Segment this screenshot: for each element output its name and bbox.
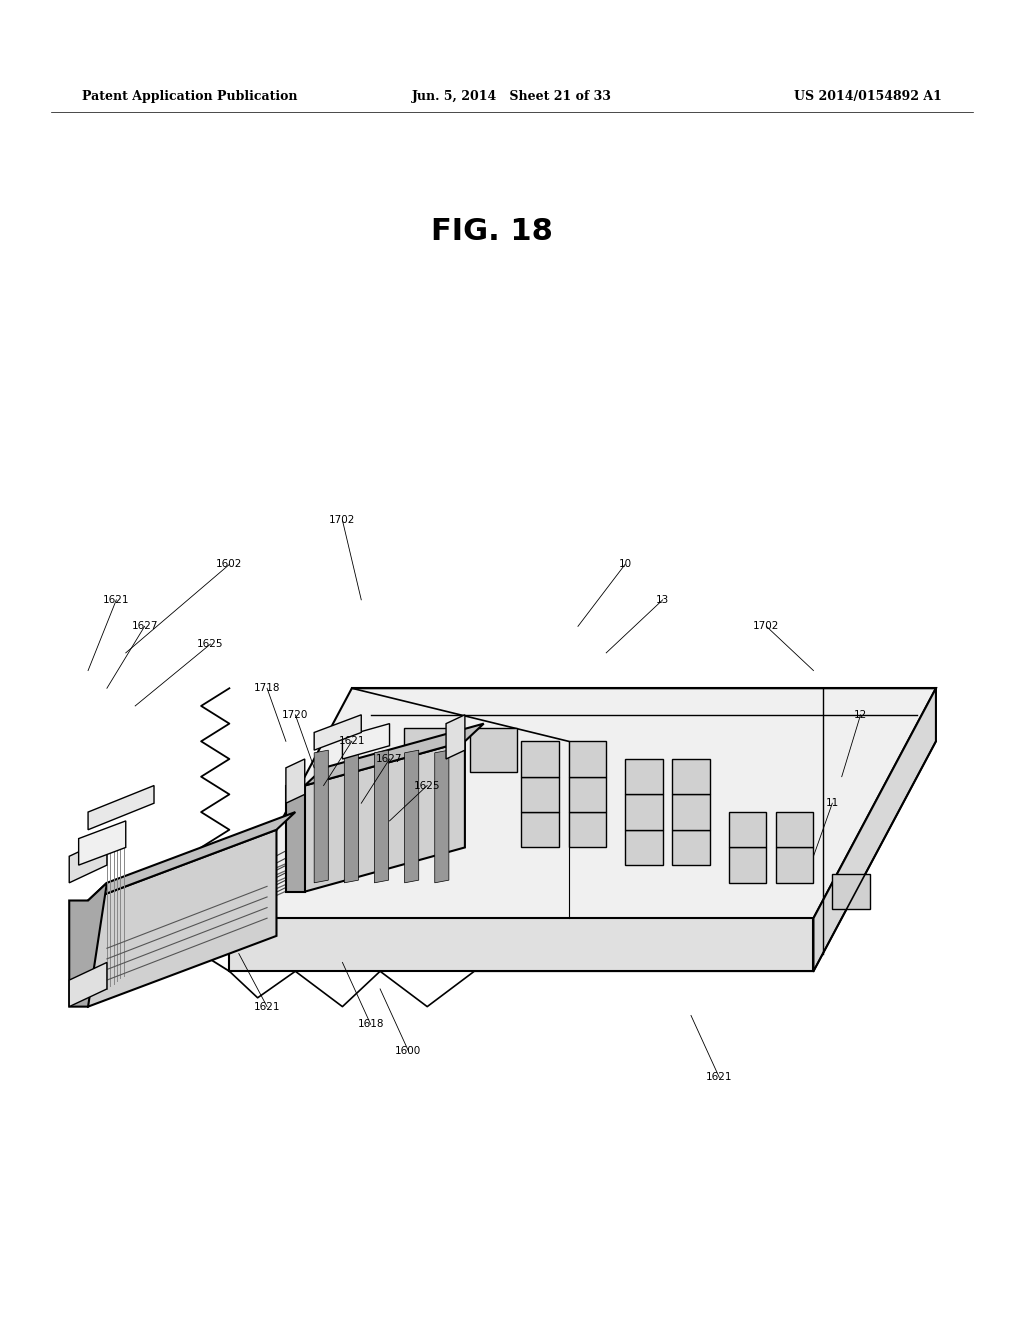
Polygon shape xyxy=(672,759,710,795)
Polygon shape xyxy=(286,785,305,892)
Polygon shape xyxy=(625,830,663,865)
Polygon shape xyxy=(435,750,449,883)
Polygon shape xyxy=(446,715,465,759)
Polygon shape xyxy=(70,962,106,1007)
Text: 1625: 1625 xyxy=(414,780,440,791)
Polygon shape xyxy=(568,776,606,812)
Polygon shape xyxy=(568,812,606,847)
Polygon shape xyxy=(404,750,419,883)
Polygon shape xyxy=(229,688,936,919)
Text: Jun. 5, 2014   Sheet 21 of 33: Jun. 5, 2014 Sheet 21 of 33 xyxy=(412,90,612,103)
Text: US 2014/0154892 A1: US 2014/0154892 A1 xyxy=(795,90,942,103)
Polygon shape xyxy=(625,759,663,795)
Polygon shape xyxy=(672,830,710,865)
Polygon shape xyxy=(568,742,606,776)
Polygon shape xyxy=(229,919,813,972)
Polygon shape xyxy=(88,812,295,900)
Text: 1702: 1702 xyxy=(754,622,779,631)
Polygon shape xyxy=(342,723,389,759)
Polygon shape xyxy=(521,742,559,776)
Text: 12: 12 xyxy=(854,710,867,719)
Text: FIG. 18: FIG. 18 xyxy=(430,216,553,246)
Polygon shape xyxy=(833,874,870,909)
Polygon shape xyxy=(403,729,451,772)
Polygon shape xyxy=(375,750,388,883)
Text: 1602: 1602 xyxy=(216,560,243,569)
Polygon shape xyxy=(521,812,559,847)
Polygon shape xyxy=(776,812,813,847)
Text: 13: 13 xyxy=(656,595,670,605)
Text: 1627: 1627 xyxy=(376,754,402,764)
Polygon shape xyxy=(729,812,766,847)
Polygon shape xyxy=(625,795,663,830)
Polygon shape xyxy=(305,723,483,785)
Text: 1625: 1625 xyxy=(198,639,224,649)
Text: 1718: 1718 xyxy=(254,684,281,693)
Text: 1720: 1720 xyxy=(283,710,308,719)
Polygon shape xyxy=(88,830,276,1007)
Text: 1627: 1627 xyxy=(131,622,158,631)
Polygon shape xyxy=(521,776,559,812)
Polygon shape xyxy=(672,795,710,830)
Text: 1621: 1621 xyxy=(103,595,130,605)
Text: 1621: 1621 xyxy=(254,1002,281,1011)
Text: 1618: 1618 xyxy=(357,1019,384,1030)
Text: 1702: 1702 xyxy=(330,515,355,525)
Text: 10: 10 xyxy=(618,560,632,569)
Polygon shape xyxy=(79,821,126,865)
Text: 1600: 1600 xyxy=(395,1045,422,1056)
Polygon shape xyxy=(729,847,766,883)
Polygon shape xyxy=(70,838,106,883)
Polygon shape xyxy=(88,785,154,830)
Polygon shape xyxy=(344,750,358,883)
Polygon shape xyxy=(286,759,305,803)
Text: 11: 11 xyxy=(825,799,839,808)
Text: 1621: 1621 xyxy=(339,737,366,746)
Text: Patent Application Publication: Patent Application Publication xyxy=(82,90,297,103)
Polygon shape xyxy=(776,847,813,883)
Polygon shape xyxy=(314,750,329,883)
Polygon shape xyxy=(314,715,361,750)
Polygon shape xyxy=(305,742,465,892)
Polygon shape xyxy=(813,688,936,972)
Polygon shape xyxy=(70,883,106,1007)
Polygon shape xyxy=(470,729,517,772)
Text: 1621: 1621 xyxy=(706,1072,732,1082)
